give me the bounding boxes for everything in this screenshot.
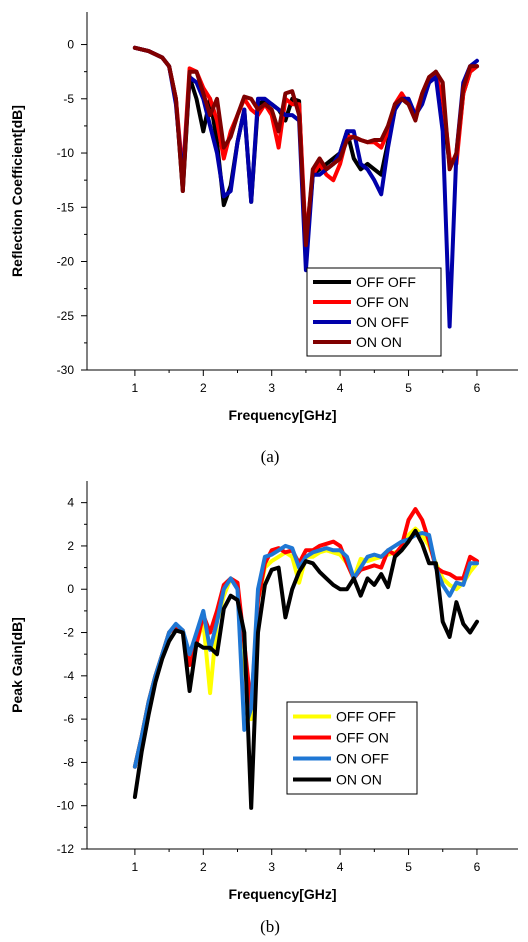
y-tick-label: -15 [57, 200, 75, 214]
y-tick-label: -25 [57, 309, 75, 323]
y-tick-label: 4 [67, 496, 74, 510]
series-line-off-on [132, 507, 479, 769]
x-tick-label: 1 [132, 860, 139, 874]
y-tick-label: -2 [63, 626, 74, 640]
series-line-on-on [132, 528, 479, 810]
x-tick-label: 2 [200, 381, 207, 395]
x-tick-label: 3 [268, 381, 275, 395]
figure-caption: (a) [261, 447, 280, 466]
y-tick-label: -30 [57, 363, 75, 377]
x-tick-label: 4 [337, 381, 344, 395]
y-axis-title: Reflection Coefficient[dB] [9, 105, 25, 277]
legend-label: OFF OFF [356, 274, 416, 290]
x-axis-title: Frequency[GHz] [228, 407, 336, 423]
series-line-on-off [132, 531, 479, 769]
y-tick-label: -20 [57, 255, 75, 269]
y-tick-label: -8 [63, 755, 74, 769]
y-tick-label: -4 [63, 669, 74, 683]
series-line-on-on [132, 45, 479, 248]
x-tick-label: 4 [337, 860, 344, 874]
y-tick-label: -12 [57, 842, 75, 856]
legend-label: ON ON [336, 772, 382, 788]
legend-label: ON ON [356, 334, 402, 350]
plot-area [132, 507, 479, 810]
x-tick-label: 6 [474, 381, 481, 395]
y-tick-label: -10 [57, 799, 75, 813]
x-axis-title: Frequency[GHz] [228, 886, 336, 902]
legend-label: ON OFF [336, 751, 389, 767]
legend: OFF OFF OFF ON ON OFF ON ON [286, 701, 418, 795]
y-tick-label: 2 [67, 539, 74, 553]
plot-area [132, 45, 479, 329]
legend-label: OFF ON [336, 730, 389, 746]
legend-label: OFF OFF [336, 709, 396, 725]
x-tick-label: 1 [132, 381, 139, 395]
x-tick-label: 6 [474, 860, 481, 874]
legend-label: OFF ON [356, 294, 409, 310]
y-axis-title: Peak Gain[dB] [9, 617, 25, 713]
x-tick-label: 5 [405, 860, 412, 874]
x-tick-label: 2 [200, 860, 207, 874]
y-tick-label: 0 [67, 582, 74, 596]
y-tick-label: -5 [63, 92, 74, 106]
chart-reflection-coefficient: 1 2 3 4 5 6 0 -5 -10 -15 -20 -25 -30 Frequency[GHz] Re… [9, 12, 518, 466]
figure-caption: (b) [260, 917, 280, 936]
y-tick-label: -10 [57, 146, 75, 160]
x-tick-label: 5 [405, 381, 412, 395]
legend: OFF OFF OFF ON ON OFF ON ON [306, 267, 442, 357]
y-tick-label: 0 [67, 38, 74, 52]
chart-peak-gain: 1 2 3 4 5 6 4 2 0 -2 -4 -6 -8 -10 -12 Frequency[GHz] Pea… [9, 481, 518, 936]
legend-label: ON OFF [356, 314, 409, 330]
y-tick-label: -6 [63, 712, 74, 726]
x-tick-label: 3 [268, 860, 275, 874]
